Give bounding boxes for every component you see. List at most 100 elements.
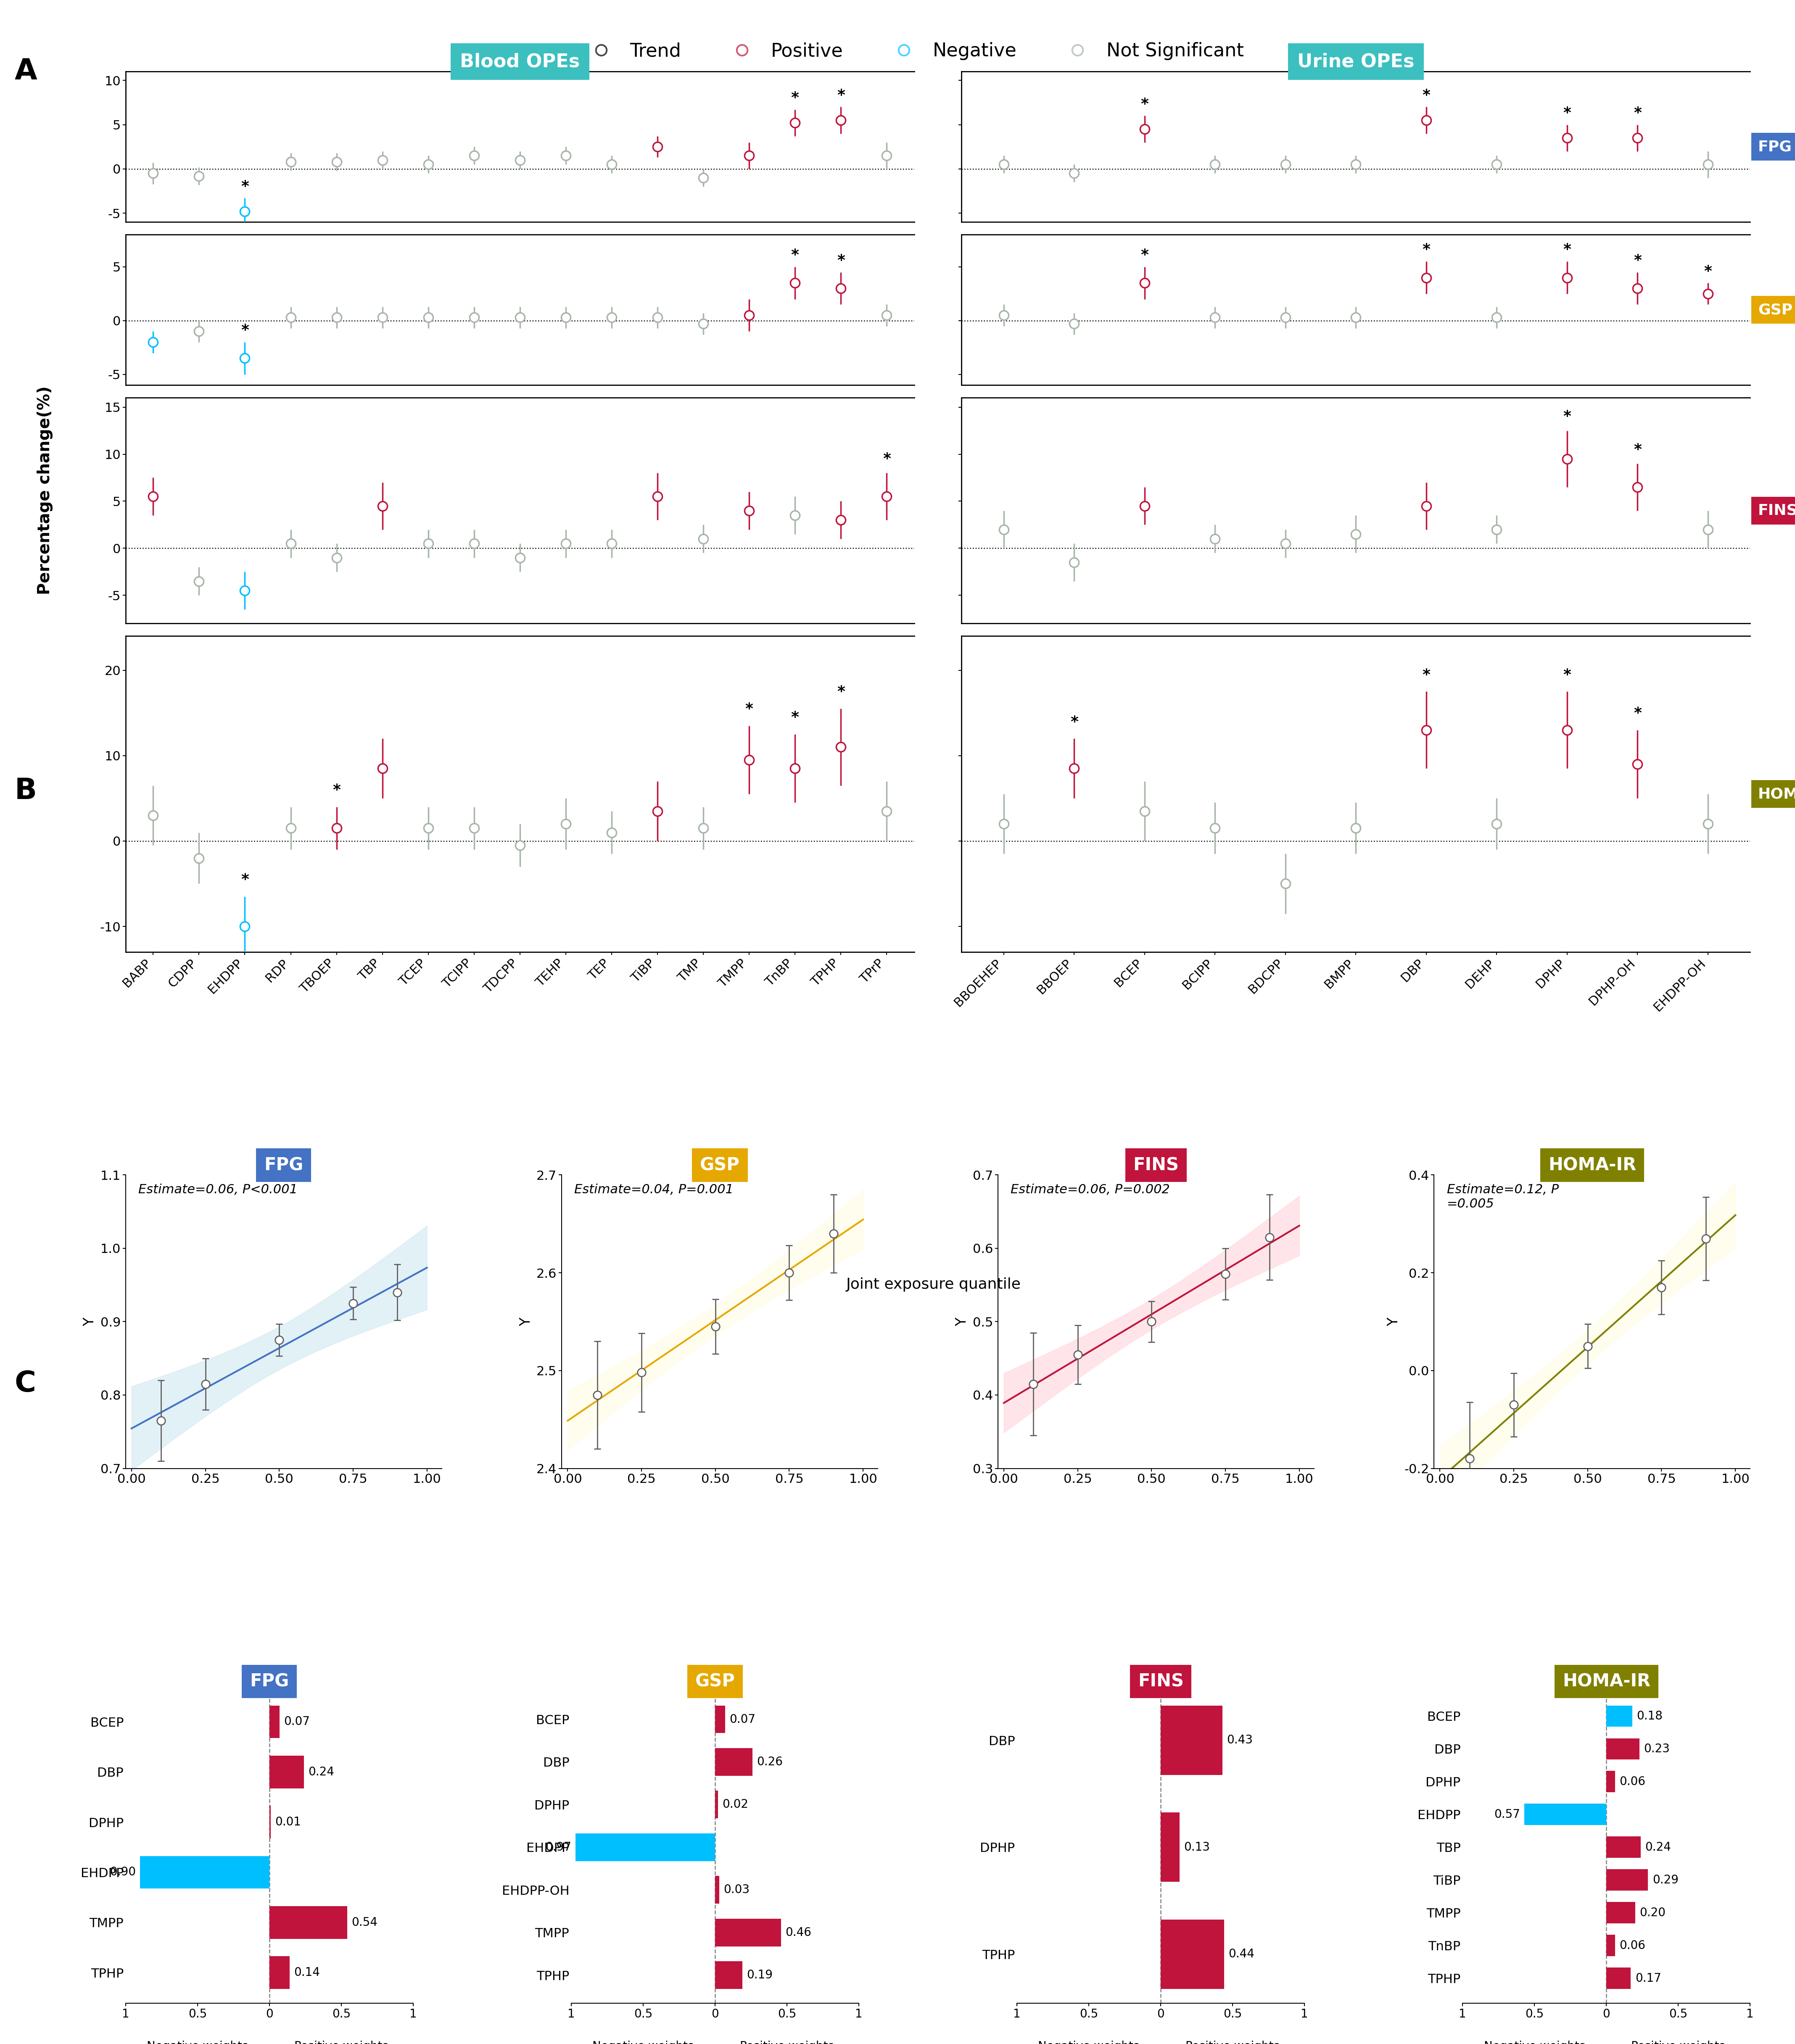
- Text: 0.29: 0.29: [1653, 1874, 1678, 1887]
- Text: C: C: [14, 1369, 36, 1398]
- Text: Percentage change(%): Percentage change(%): [38, 386, 52, 595]
- Bar: [1607, 1770, 1616, 1793]
- Text: 0.23: 0.23: [1644, 1744, 1669, 1754]
- Bar: [1607, 1903, 1635, 1923]
- Text: Negative weights: Negative weights: [592, 2040, 695, 2044]
- Text: 0.01: 0.01: [275, 1817, 302, 1827]
- Legend: Trend, Positive, Negative, Not Significant: Trend, Positive, Negative, Not Significa…: [580, 35, 1251, 67]
- Text: *: *: [883, 452, 890, 466]
- Title: FINS: FINS: [1138, 1672, 1183, 1690]
- Text: *: *: [792, 247, 799, 262]
- Text: 0.17: 0.17: [1635, 1972, 1660, 1985]
- Title: HOMA-IR: HOMA-IR: [1547, 1157, 1635, 1173]
- Bar: [1607, 1737, 1639, 1760]
- Text: Estimate=0.06, P<0.001: Estimate=0.06, P<0.001: [138, 1183, 298, 1196]
- Text: Estimate=0.12, P
=0.005: Estimate=0.12, P =0.005: [1447, 1183, 1558, 1210]
- Bar: [576, 1833, 714, 1860]
- Text: 0.20: 0.20: [1639, 1907, 1666, 1919]
- Bar: [1161, 1705, 1222, 1774]
- Text: *: *: [792, 90, 799, 104]
- Text: 0.07: 0.07: [284, 1715, 311, 1727]
- Title: GSP: GSP: [700, 1157, 740, 1173]
- Title: Blood OPEs: Blood OPEs: [460, 53, 580, 72]
- Bar: [1607, 1936, 1616, 1956]
- Text: 0.90: 0.90: [109, 1866, 136, 1878]
- Text: 0.44: 0.44: [1228, 1948, 1255, 1960]
- Text: A: A: [14, 57, 38, 86]
- Bar: [1607, 1705, 1632, 1727]
- Bar: [1607, 1870, 1648, 1891]
- Title: Urine OPEs: Urine OPEs: [1298, 53, 1414, 72]
- Text: 0.97: 0.97: [546, 1842, 571, 1854]
- Text: *: *: [1563, 668, 1571, 683]
- Text: *: *: [792, 711, 799, 726]
- Bar: [714, 1748, 752, 1776]
- Text: GSP: GSP: [1757, 303, 1793, 317]
- Text: B: B: [14, 777, 36, 805]
- Text: *: *: [1140, 96, 1149, 110]
- Text: *: *: [1633, 253, 1641, 268]
- Y-axis label: Y: Y: [955, 1318, 969, 1327]
- Text: *: *: [1422, 668, 1431, 683]
- Text: HOMA-IR: HOMA-IR: [1757, 787, 1795, 801]
- Text: *: *: [1422, 88, 1431, 102]
- Bar: [714, 1919, 781, 1946]
- Title: FINS: FINS: [1133, 1157, 1179, 1173]
- Text: FINS: FINS: [1757, 503, 1795, 517]
- Text: 0.57: 0.57: [1493, 1809, 1520, 1821]
- Title: HOMA-IR: HOMA-IR: [1562, 1672, 1650, 1690]
- Text: Estimate=0.06, P=0.002: Estimate=0.06, P=0.002: [1011, 1183, 1170, 1196]
- Text: *: *: [1140, 247, 1149, 262]
- Text: *: *: [1070, 715, 1079, 730]
- Text: 0.24: 0.24: [1646, 1842, 1671, 1854]
- Text: Positive weights: Positive weights: [1632, 2040, 1725, 2044]
- Text: 0.03: 0.03: [723, 1885, 750, 1895]
- Text: 0.14: 0.14: [294, 1966, 320, 1979]
- Text: *: *: [1633, 106, 1641, 121]
- Bar: [140, 1856, 269, 1889]
- Bar: [1161, 1919, 1224, 1989]
- Title: FPG: FPG: [264, 1157, 303, 1173]
- Text: *: *: [836, 685, 845, 699]
- Bar: [1607, 1838, 1641, 1858]
- Text: 0.19: 0.19: [747, 1968, 774, 1981]
- Text: 0.43: 0.43: [1226, 1735, 1253, 1746]
- Bar: [1607, 1968, 1632, 1989]
- Y-axis label: Y: Y: [1388, 1318, 1400, 1327]
- Bar: [269, 1956, 289, 1989]
- Text: 0.13: 0.13: [1183, 1842, 1210, 1854]
- Text: *: *: [745, 701, 754, 715]
- Bar: [269, 1907, 346, 1940]
- Text: *: *: [836, 253, 845, 268]
- Bar: [269, 1705, 280, 1737]
- Title: GSP: GSP: [695, 1672, 734, 1690]
- Bar: [269, 1756, 303, 1788]
- Y-axis label: Y: Y: [83, 1318, 97, 1327]
- Text: Negative weights: Negative weights: [1484, 2040, 1585, 2044]
- Text: *: *: [1563, 106, 1571, 121]
- Bar: [1524, 1803, 1607, 1825]
- Text: *: *: [241, 180, 250, 194]
- Text: 0.02: 0.02: [722, 1799, 749, 1811]
- Text: *: *: [1703, 264, 1712, 278]
- Text: Positive weights: Positive weights: [740, 2040, 835, 2044]
- Text: *: *: [332, 783, 341, 797]
- Text: 0.06: 0.06: [1619, 1940, 1646, 1952]
- Text: *: *: [1563, 409, 1571, 423]
- Text: 0.24: 0.24: [309, 1766, 334, 1778]
- Text: 0.18: 0.18: [1637, 1711, 1662, 1721]
- Text: *: *: [836, 88, 845, 102]
- Text: *: *: [1422, 243, 1431, 258]
- Text: Positive weights: Positive weights: [294, 2040, 388, 2044]
- Bar: [714, 1791, 718, 1819]
- Text: 0.06: 0.06: [1619, 1776, 1646, 1788]
- Text: *: *: [1633, 707, 1641, 722]
- Text: *: *: [1633, 442, 1641, 456]
- Text: 0.07: 0.07: [729, 1713, 756, 1725]
- Title: FPG: FPG: [250, 1672, 289, 1690]
- Bar: [1161, 1813, 1179, 1883]
- Text: Positive weights: Positive weights: [1185, 2040, 1280, 2044]
- Text: 0.26: 0.26: [757, 1756, 783, 1768]
- Text: FPG: FPG: [1757, 139, 1791, 153]
- Text: Joint exposure quantile: Joint exposure quantile: [845, 1278, 1021, 1292]
